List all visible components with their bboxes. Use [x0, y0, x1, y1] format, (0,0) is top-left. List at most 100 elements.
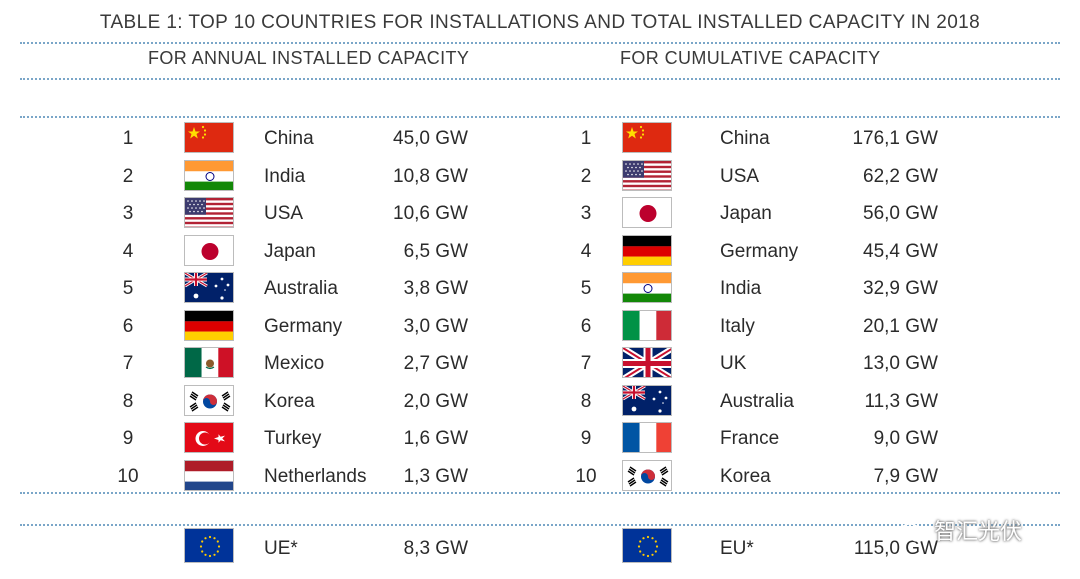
rank-number: 1 — [580, 128, 592, 149]
table-row: 7 Mexico 2,7 GW — [0, 345, 540, 383]
capacity-value: 1,3 GW — [403, 465, 468, 487]
japan-flag-icon — [184, 234, 234, 266]
china-flag-icon — [184, 122, 234, 153]
rank-number: 9 — [580, 428, 592, 449]
country-name: Netherlands — [264, 465, 367, 487]
rank-number: 7 — [580, 353, 592, 374]
table-row: 5 Australia 3,8 GW — [0, 270, 540, 308]
capacity-value: 32,9 GW — [863, 278, 938, 299]
capacity-value: 56,0 GW — [863, 203, 938, 224]
rank-number: 1 — [122, 128, 134, 149]
country-name: Japan — [264, 240, 316, 262]
country-name: Germany — [720, 240, 799, 262]
country-name: USA — [720, 165, 760, 187]
annual-heading: FOR ANNUAL INSTALLED CAPACITY — [148, 48, 470, 68]
table-row: 5 India 32,9 GW — [540, 270, 1080, 308]
capacity-value: 8,3 GW — [403, 538, 468, 559]
country-name: China — [264, 128, 314, 149]
capacity-value: 2,0 GW — [403, 390, 468, 412]
india-flag-icon — [184, 159, 234, 191]
rank-number: 5 — [122, 278, 134, 299]
cumulative-heading: FOR CUMULATIVE CAPACITY — [620, 48, 881, 68]
country-name: EU* — [720, 538, 754, 559]
cumulative-eu-row: EU* 115,0 GW — [540, 528, 1080, 565]
country-name: Korea — [264, 390, 315, 412]
rank-number: 6 — [580, 315, 592, 337]
table-row: 3 USA 10,6 GW — [0, 195, 540, 233]
country-name: France — [720, 428, 780, 449]
capacity-value: 3,8 GW — [403, 278, 468, 299]
table-row: 10 Korea 7,9 GW — [540, 458, 1080, 496]
divider — [20, 78, 1060, 80]
capacity-value: 45,4 GW — [863, 240, 938, 262]
watermark: 智汇光伏 — [900, 514, 1060, 546]
capacity-value: 20,1 GW — [863, 315, 938, 337]
italy-flag-icon — [622, 309, 672, 341]
rank-number: 2 — [580, 165, 592, 187]
country-name: UK — [720, 353, 747, 374]
india-flag-icon — [622, 272, 672, 303]
country-name: Turkey — [264, 428, 322, 449]
rank-number: 4 — [122, 240, 134, 262]
australia-flag-icon — [622, 384, 672, 416]
table-row: 1 China 45,0 GW — [0, 120, 540, 158]
uk-flag-icon — [622, 347, 672, 378]
korea-flag-icon — [184, 384, 234, 416]
rank-number: 10 — [575, 465, 597, 487]
capacity-value: 45,0 GW — [393, 128, 468, 149]
eu-flag-icon — [622, 528, 672, 563]
rank-number: 5 — [580, 278, 592, 299]
table-row: 10 Netherlands 1,3 GW — [0, 458, 540, 496]
table-row: 4 Japan 6,5 GW — [0, 233, 540, 271]
capacity-value: 62,2 GW — [863, 165, 938, 187]
rank-number: 2 — [122, 165, 134, 187]
rank-number: 6 — [122, 315, 134, 337]
divider — [20, 42, 1060, 44]
table-row: 2 India 10,8 GW — [0, 158, 540, 196]
country-name: Korea — [720, 465, 771, 487]
japan-flag-icon — [622, 197, 672, 228]
korea-flag-icon — [622, 459, 672, 491]
country-name: India — [720, 278, 762, 299]
capacity-value: 13,0 GW — [863, 353, 938, 374]
country-name: India — [264, 165, 306, 187]
capacity-value: 115,0 GW — [853, 538, 938, 559]
germany-flag-icon — [622, 234, 672, 266]
table-title: TABLE 1: TOP 10 COUNTRIES FOR INSTALLATI… — [99, 12, 981, 33]
rank-number: 4 — [580, 240, 592, 262]
china-flag-icon — [622, 122, 672, 153]
table-row: 4 Germany 45,4 GW — [540, 233, 1080, 271]
watermark-text: 智汇光伏 — [934, 520, 1023, 545]
country-name: Mexico — [264, 353, 325, 374]
country-name: Germany — [264, 315, 343, 337]
netherlands-flag-icon — [184, 459, 234, 491]
table-row: 3 Japan 56,0 GW — [540, 195, 1080, 233]
turkey-flag-icon — [184, 422, 234, 453]
capacity-value: 9,0 GW — [873, 428, 938, 449]
rank-number: 9 — [122, 428, 134, 449]
capacity-value: 7,9 GW — [873, 465, 938, 487]
wechat-icon — [900, 522, 928, 544]
table-row: 2 USA 62,2 GW — [540, 158, 1080, 196]
france-flag-icon — [622, 422, 672, 453]
capacity-value: 3,0 GW — [403, 315, 468, 337]
table-row: 8 Australia 11,3 GW — [540, 383, 1080, 421]
table-row: 7 UK 13,0 GW — [540, 345, 1080, 383]
capacity-value: 11,3 GW — [864, 390, 938, 412]
germany-flag-icon — [184, 309, 234, 341]
capacity-value: 176,1 GW — [852, 128, 938, 149]
country-name: Australia — [720, 390, 794, 412]
capacity-value: 1,6 GW — [403, 428, 468, 449]
table-row: 9 Turkey 1,6 GW — [0, 420, 540, 458]
table-row: 6 Germany 3,0 GW — [0, 308, 540, 346]
capacity-value: 10,6 GW — [393, 203, 468, 224]
capacity-value: 10,8 GW — [393, 165, 468, 187]
rank-number: 8 — [580, 390, 592, 412]
country-name: China — [720, 128, 770, 149]
country-name: Australia — [264, 278, 338, 299]
rank-number: 8 — [122, 390, 134, 412]
divider — [20, 116, 1060, 118]
annual-eu-row: UE* 8,3 GW — [0, 528, 540, 565]
divider — [20, 524, 1060, 526]
australia-flag-icon — [184, 272, 234, 303]
